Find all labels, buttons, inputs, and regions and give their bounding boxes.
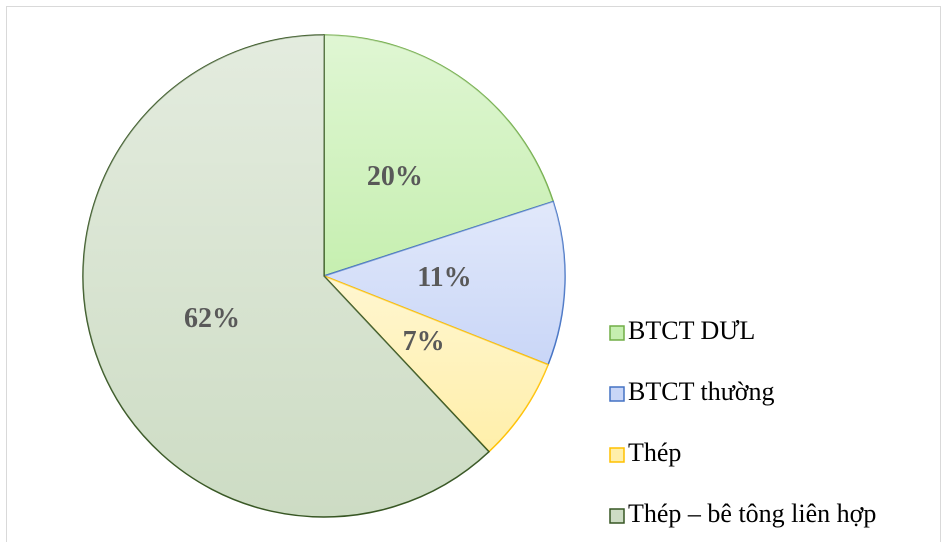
legend-swatch (609, 325, 625, 341)
legend-swatch (609, 447, 625, 463)
data-label: 20% (367, 161, 423, 192)
slice-shade (324, 35, 554, 276)
slice-shade (83, 35, 489, 517)
legend-label: BTCT thường (628, 377, 775, 406)
legend-label: BTCT DƯL (628, 316, 755, 345)
slice-shade (324, 201, 565, 365)
legend-label: Thép – bê tông liên hợp (628, 499, 876, 528)
data-label: 62% (184, 303, 240, 334)
legend-swatch (609, 508, 625, 524)
legend-swatch (609, 386, 625, 402)
data-label: 11% (417, 262, 471, 293)
data-label: 7% (403, 326, 445, 357)
legend-label: Thép (628, 438, 681, 467)
slice-shade (324, 276, 549, 452)
